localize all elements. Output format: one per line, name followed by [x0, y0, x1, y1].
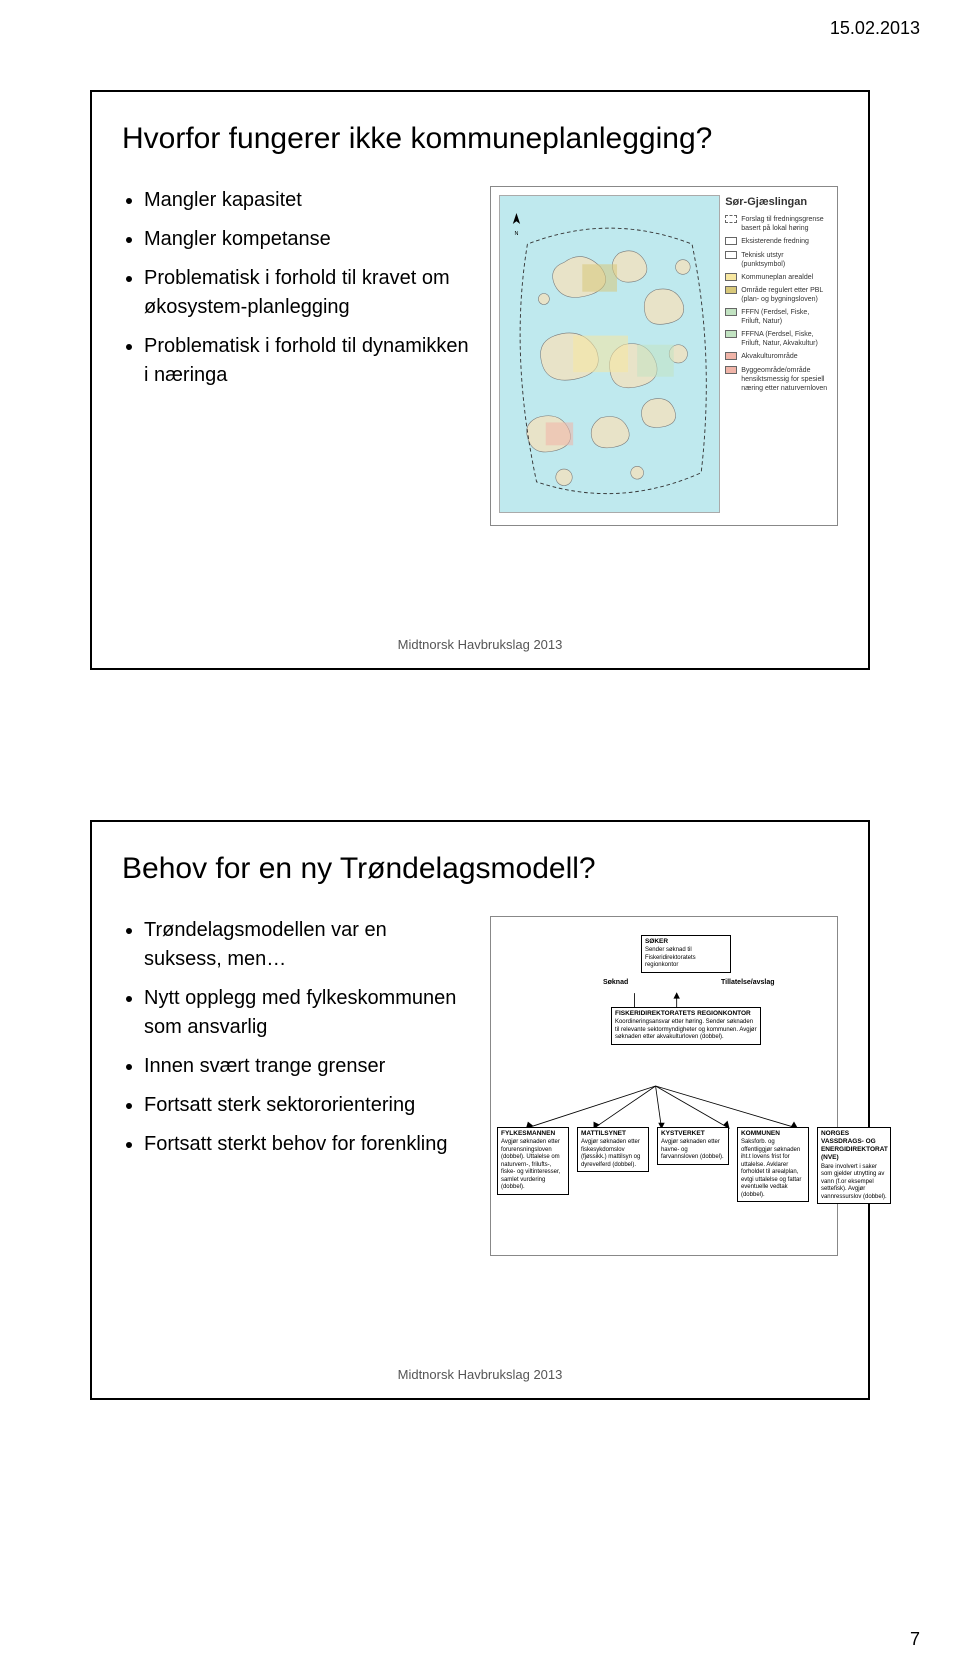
svg-text:N: N	[514, 231, 518, 237]
bullet: Problematisk i forhold til dynamikken i …	[144, 332, 470, 390]
bullet: Nytt opplegg med fylkeskommunen som ansv…	[144, 984, 470, 1042]
legend-item: Eksisterende fredning	[741, 237, 829, 246]
slide1-title: Hvorfor fungerer ikke kommuneplanlegging…	[122, 122, 838, 156]
slide2-flowchart-figure: Søknad Tillatelse/avslag SØKER Sender sø…	[490, 916, 838, 1256]
fc-node-mattilsynet: MATTILSYNET Avgjør søknaden etter fiskes…	[577, 1127, 649, 1172]
fc-node-nve: NORGES VASSDRAGS- OG ENERGIDIREKTORAT (N…	[817, 1127, 891, 1204]
slide-footer: Midtnorsk Havbrukslag 2013	[92, 637, 868, 652]
fc-node-soker: SØKER Sender søknad til Fiskeridirektora…	[641, 935, 731, 973]
legend-item: FFFN (Ferdsel, Fiske, Friluft, Natur)	[741, 308, 829, 326]
legend-item: Forslag til fredningsgrense basert på lo…	[741, 215, 829, 233]
map-area: N	[499, 195, 720, 513]
map-svg: N	[500, 196, 719, 512]
slide1-map-figure: N	[490, 186, 838, 526]
bullet: Trøndelagsmodellen var en suksess, men…	[144, 916, 470, 974]
slide-footer: Midtnorsk Havbrukslag 2013	[92, 1367, 868, 1382]
slide-1: Hvorfor fungerer ikke kommuneplanlegging…	[90, 90, 870, 670]
slide2-bullets: Trøndelagsmodellen var en suksess, men… …	[122, 916, 470, 1256]
map-legend: Sør-Gjæslingan Forslag til fredningsgren…	[725, 195, 829, 397]
bullet: Innen svært trange grenser	[144, 1052, 470, 1081]
slide2-title: Behov for en ny Trøndelagsmodell?	[122, 852, 838, 886]
legend-item: Teknisk utstyr (punktsymbol)	[741, 251, 829, 269]
header-date: 15.02.2013	[830, 18, 920, 39]
bullet: Problematisk i forhold til kravet om øko…	[144, 264, 470, 322]
flow-label-soknad: Søknad	[603, 979, 628, 986]
flow-label-tillatelse: Tillatelse/avslag	[721, 979, 775, 986]
bullet: Fortsatt sterkt behov for forenkling	[144, 1130, 470, 1159]
legend-item: Område regulert etter PBL (plan- og bygn…	[741, 286, 829, 304]
slide-2: Behov for en ny Trøndelagsmodell? Trønde…	[90, 820, 870, 1400]
legend-item: FFFNA (Ferdsel, Fiske, Friluft, Natur, A…	[741, 330, 829, 348]
legend-item: Byggeområde/område hensiktsmessig for sp…	[741, 366, 829, 393]
fc-node-fdir: FISKERIDIREKTORATETS REGIONKONTOR Koordi…	[611, 1007, 761, 1045]
legend-title: Sør-Gjæslingan	[725, 195, 829, 209]
legend-item: Akvakulturområde	[741, 352, 829, 361]
flowchart: Søknad Tillatelse/avslag SØKER Sender sø…	[491, 917, 837, 1255]
fc-node-kommunen: KOMMUNEN Saksforb. og offentliggjør søkn…	[737, 1127, 809, 1202]
bullet: Mangler kompetanse	[144, 225, 470, 254]
page-number: 7	[910, 1629, 920, 1650]
legend-item: Kommuneplan arealdel	[741, 273, 829, 282]
fc-node-kystverket: KYSTVERKET Avgjør søknaden etter havne- …	[657, 1127, 729, 1165]
bullet: Mangler kapasitet	[144, 186, 470, 215]
slide1-bullets: Mangler kapasitet Mangler kompetanse Pro…	[122, 186, 470, 526]
bullet: Fortsatt sterk sektororientering	[144, 1091, 470, 1120]
fc-node-fylkesmannen: FYLKESMANNEN Avgjør søknaden etter forur…	[497, 1127, 569, 1195]
